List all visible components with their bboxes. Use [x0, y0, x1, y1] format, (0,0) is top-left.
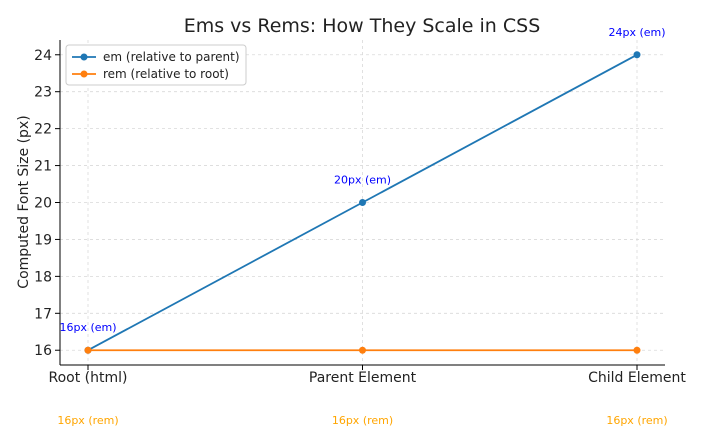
data-annotations: 16px (em) 20px (em) 24px (em) 16px (rem) 16p… — [57, 26, 667, 427]
legend-label-1: rem (relative to root) — [103, 67, 229, 81]
data-point-s0-2 — [633, 51, 641, 59]
y-tick-label-6: 22 — [34, 122, 52, 138]
annotation-s0-1: 20px (em) — [334, 174, 391, 187]
chart-title: Ems vs Rems: How They Scale in CSS — [184, 15, 541, 37]
y-tick-label-5: 21 — [34, 159, 52, 175]
annotation-s1-0: 16px (rem) — [57, 414, 118, 427]
legend-swatch-marker-1 — [80, 70, 88, 78]
x-tick-label-2: Child Element — [588, 370, 686, 386]
data-point-s1-2 — [633, 346, 641, 354]
x-tick-label-0: Root (html) — [49, 370, 128, 386]
y-tick-label-0: 16 — [34, 343, 52, 359]
y-tick-label-7: 23 — [34, 85, 52, 101]
y-tick-label-2: 18 — [34, 269, 52, 285]
y-tick-label-1: 17 — [34, 306, 52, 322]
tick-labels: 16 17 18 19 20 21 22 23 24 Root (html) Parent Elem… — [34, 48, 686, 386]
y-axis-label: Computed Font Size (px) — [16, 115, 32, 288]
series-lines — [84, 51, 641, 354]
y-tick-label-8: 24 — [34, 48, 52, 64]
annotation-s1-2: 16px (rem) — [606, 414, 667, 427]
annotation-s0-2: 24px (em) — [608, 26, 665, 39]
annotation-s0-0: 16px (em) — [59, 321, 116, 334]
data-point-s0-1 — [359, 199, 366, 206]
legend-box — [65, 44, 247, 86]
legend-label-0: em (relative to parent) — [103, 50, 240, 64]
x-tick-label-1: Parent Element — [309, 370, 417, 386]
legend-swatch-marker-0 — [80, 53, 88, 61]
data-point-s1-1 — [359, 346, 366, 354]
grid-lines — [60, 40, 665, 365]
data-point-s1-0 — [84, 346, 92, 354]
y-tick-label-4: 20 — [34, 196, 52, 212]
annotation-s1-1: 16px (rem) — [332, 414, 393, 427]
legend: em (relative to parent) rem (relative to … — [65, 44, 247, 86]
y-tick-label-3: 19 — [34, 232, 52, 248]
